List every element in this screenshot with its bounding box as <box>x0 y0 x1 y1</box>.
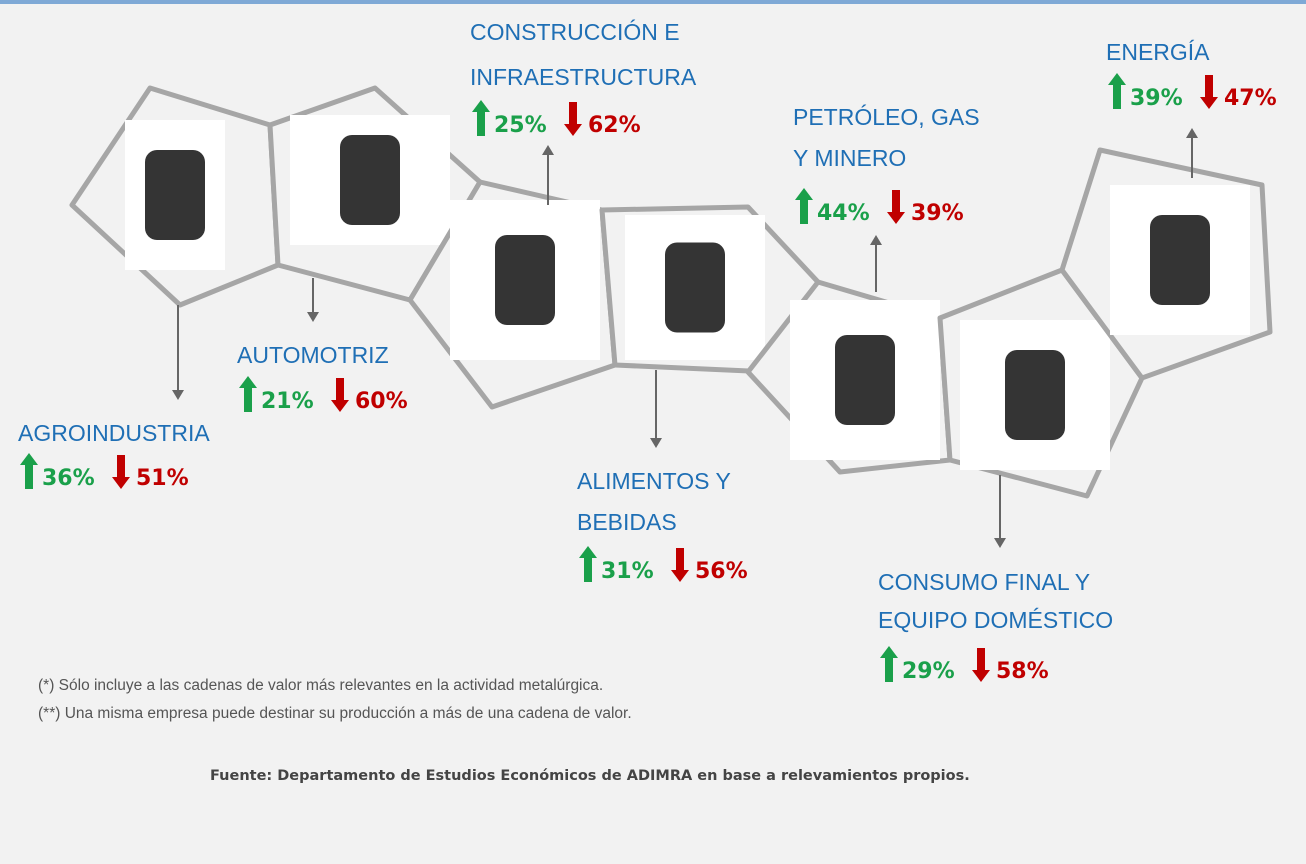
sector-label: CONSUMO FINAL Y <box>878 569 1090 595</box>
sector-label: PETRÓLEO, GAS <box>793 104 980 130</box>
up-value: 31% <box>601 559 654 584</box>
up-arrow <box>20 453 38 489</box>
up-arrow <box>880 646 898 682</box>
arrowhead <box>1186 128 1198 138</box>
up-arrow <box>472 100 490 136</box>
down-arrow <box>972 648 990 682</box>
up-arrow <box>795 188 813 224</box>
icon <box>835 335 895 425</box>
note: (*) Sólo incluye a las cadenas de valor … <box>38 677 603 694</box>
down-arrow <box>112 455 130 489</box>
sector-label: INFRAESTRUCTURA <box>470 64 697 90</box>
icon <box>340 135 400 225</box>
sector-label: ENERGÍA <box>1106 39 1210 65</box>
up-value: 39% <box>1130 86 1183 111</box>
down-value: 47% <box>1224 86 1277 111</box>
icon <box>145 150 205 240</box>
up-value: 44% <box>817 201 870 226</box>
up-value: 25% <box>494 113 547 138</box>
note: (**) Una misma empresa puede destinar su… <box>38 705 632 722</box>
down-arrow <box>671 548 689 582</box>
up-arrow <box>579 546 597 582</box>
icon <box>665 242 725 333</box>
arrowhead <box>650 438 662 448</box>
sector-label: ALIMENTOS Y <box>577 468 731 494</box>
up-value: 36% <box>42 466 95 491</box>
icon <box>1150 215 1210 305</box>
down-value: 39% <box>911 201 964 226</box>
sector-label: CONSTRUCCIÓN E <box>470 19 680 45</box>
up-arrow <box>239 376 257 412</box>
icon <box>1005 350 1065 440</box>
arrowhead <box>172 390 184 400</box>
up-arrow <box>1108 73 1126 109</box>
sector-label: BEBIDAS <box>577 509 677 535</box>
arrowhead <box>994 538 1006 548</box>
down-value: 58% <box>996 659 1049 684</box>
down-arrow <box>331 378 349 412</box>
up-value: 21% <box>261 389 314 414</box>
down-arrow <box>887 190 905 224</box>
down-value: 56% <box>695 559 748 584</box>
source: Fuente: Departamento de Estudios Económi… <box>210 768 970 784</box>
down-arrow <box>564 102 582 136</box>
sector-label: AGROINDUSTRIA <box>18 420 210 446</box>
down-value: 60% <box>355 389 408 414</box>
icon <box>495 235 555 325</box>
sector-label: EQUIPO DOMÉSTICO <box>878 607 1113 633</box>
down-arrow <box>1200 75 1218 109</box>
arrowhead <box>307 312 319 322</box>
arrowhead <box>542 145 554 155</box>
top-rule <box>0 0 1306 4</box>
down-value: 51% <box>136 466 189 491</box>
pentagons <box>69 85 1273 548</box>
sector-label: AUTOMOTRIZ <box>237 342 389 368</box>
up-value: 29% <box>902 659 955 684</box>
down-value: 62% <box>588 113 641 138</box>
sector-label: Y MINERO <box>793 145 906 171</box>
arrowhead <box>870 235 882 245</box>
